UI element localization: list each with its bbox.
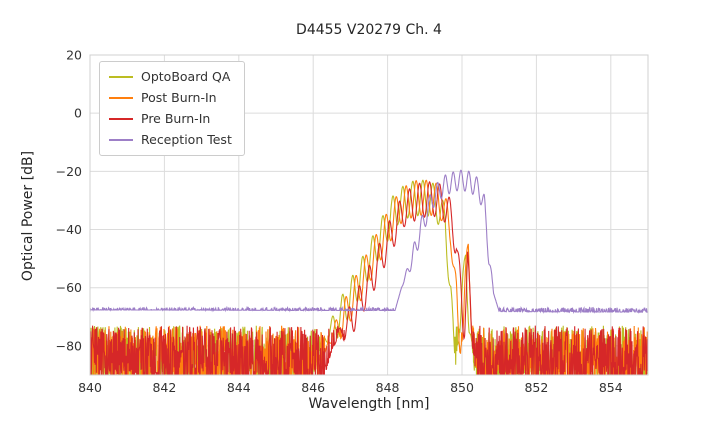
- legend-swatch: [109, 97, 133, 99]
- y-axis-label: Optical Power [dB]: [20, 150, 36, 282]
- legend-item-3: Reception Test: [109, 132, 232, 148]
- legend-item-2: Pre Burn-In: [109, 111, 232, 127]
- legend-label: OptoBoard QA: [141, 69, 231, 84]
- y-tick-label: −20: [56, 164, 82, 179]
- legend-item-0: OptoBoard QA: [109, 69, 232, 85]
- legend-swatch: [109, 76, 133, 78]
- y-tick-label: −40: [56, 222, 82, 237]
- y-tick-label: 20: [66, 48, 82, 63]
- legend-label: Pre Burn-In: [141, 111, 211, 126]
- x-tick-label: 852: [524, 380, 548, 395]
- legend: OptoBoard QA Post Burn-In Pre Burn-In Recep…: [99, 61, 245, 156]
- series-trace-3: [90, 169, 648, 315]
- x-tick-label: 842: [152, 380, 176, 395]
- x-tick-label: 846: [301, 380, 325, 395]
- legend-item-1: Post Burn-In: [109, 90, 232, 106]
- legend-swatch: [109, 118, 133, 120]
- legend-label: Post Burn-In: [141, 90, 217, 105]
- series-trace-2: [90, 181, 648, 375]
- y-tick-label: −60: [56, 280, 82, 295]
- x-tick-label: 840: [78, 380, 102, 395]
- legend-swatch: [109, 139, 133, 141]
- x-tick-label: 850: [450, 380, 474, 395]
- y-tick-label: 0: [74, 106, 82, 121]
- chart-title: D4455 V20279 Ch. 4: [296, 22, 442, 38]
- y-tick-label: −80: [56, 338, 82, 353]
- x-tick-label: 844: [227, 380, 251, 395]
- x-tick-label: 848: [376, 380, 400, 395]
- legend-label: Reception Test: [141, 132, 232, 147]
- x-tick-label: 854: [599, 380, 623, 395]
- x-axis-label: Wavelength [nm]: [308, 396, 430, 412]
